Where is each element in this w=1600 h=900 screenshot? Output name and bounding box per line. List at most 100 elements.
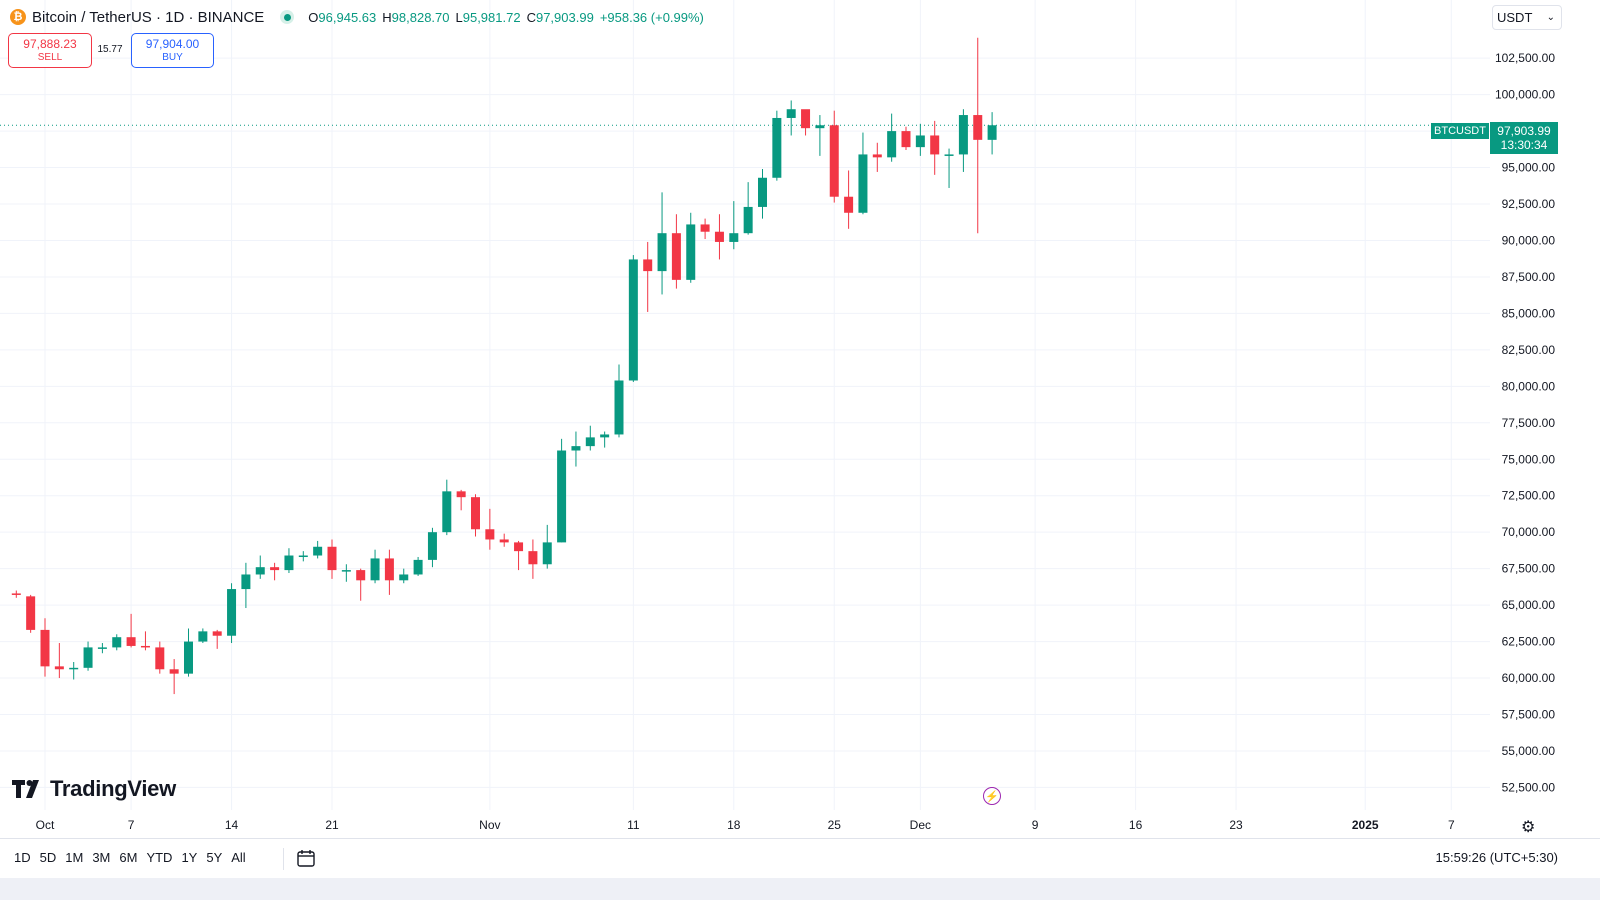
range-button-5y[interactable]: 5Y xyxy=(206,850,223,865)
candle-up[interactable] xyxy=(944,148,954,188)
candle-up[interactable] xyxy=(657,192,667,295)
range-button-all[interactable]: All xyxy=(231,850,246,865)
candle-down[interactable] xyxy=(514,540,524,571)
candle-up[interactable] xyxy=(227,583,237,644)
range-button-1d[interactable]: 1D xyxy=(14,850,31,865)
range-button-1m[interactable]: 1M xyxy=(65,850,84,865)
candle-up[interactable] xyxy=(600,431,610,448)
candle-up[interactable] xyxy=(413,556,423,576)
candle-down[interactable] xyxy=(844,170,854,229)
candle-up[interactable] xyxy=(341,564,351,582)
candle-down[interactable] xyxy=(829,110,839,203)
candle-down[interactable] xyxy=(140,631,150,651)
ohlc-open: O96,945.63 xyxy=(308,9,377,25)
candle-down[interactable] xyxy=(973,37,983,234)
candle-down[interactable] xyxy=(872,142,882,172)
candle-down[interactable] xyxy=(26,594,36,633)
candle-up[interactable] xyxy=(184,628,193,677)
candle-down[interactable] xyxy=(155,641,165,674)
candle-up[interactable] xyxy=(255,555,265,579)
candle-up[interactable] xyxy=(585,425,595,451)
candle-up[interactable] xyxy=(313,540,323,559)
range-button-ytd[interactable]: YTD xyxy=(146,850,173,865)
candle-down[interactable] xyxy=(54,643,64,679)
candle-up[interactable] xyxy=(729,201,739,250)
tradingview-logo[interactable]: TradingView xyxy=(12,776,176,802)
candle-up[interactable] xyxy=(858,132,868,215)
candle-down[interactable] xyxy=(126,613,136,648)
candle-up[interactable] xyxy=(427,527,437,568)
candle-up[interactable] xyxy=(887,113,897,162)
candle-up[interactable] xyxy=(112,634,122,651)
candle-up[interactable] xyxy=(542,524,552,569)
candle-down[interactable] xyxy=(700,218,710,240)
ohlc-change: +958.36 (+0.99%) xyxy=(599,9,704,25)
candle-down[interactable] xyxy=(456,489,466,511)
candle-down[interactable] xyxy=(485,508,495,550)
candle-down[interactable] xyxy=(11,590,21,598)
candle-up[interactable] xyxy=(772,110,782,181)
candle-up[interactable] xyxy=(284,548,294,574)
chart-grid xyxy=(0,0,1490,810)
symbol-title[interactable]: Bitcoin / TetherUS · 1D · BINANCE xyxy=(32,8,265,26)
candle-down[interactable] xyxy=(499,533,509,547)
price-axis: 52,500.00 55,000.00 57,500.00 60,000.00 62,5… xyxy=(1495,51,1555,794)
candle-up[interactable] xyxy=(614,364,624,438)
candle-down[interactable] xyxy=(327,539,337,579)
candle-up[interactable] xyxy=(758,169,767,219)
currency-select[interactable]: USDT ⌄ xyxy=(1492,5,1562,30)
time-tick-label: 2025 xyxy=(1352,818,1379,832)
range-button-1y[interactable]: 1Y xyxy=(181,850,198,865)
candle-up[interactable] xyxy=(743,182,753,235)
candle-down[interactable] xyxy=(471,494,480,537)
candle-body xyxy=(184,641,193,674)
timezone-clock[interactable]: 15:59:26 (UTC+5:30) xyxy=(1435,850,1558,865)
gear-icon[interactable]: ⚙ xyxy=(1521,819,1536,836)
candle-down[interactable] xyxy=(901,126,911,151)
candle-down[interactable] xyxy=(714,214,724,260)
candle-up[interactable] xyxy=(987,112,997,155)
candle-up[interactable] xyxy=(958,109,968,172)
sell-button[interactable]: 97,888.23 SELL xyxy=(8,33,92,68)
candle-body xyxy=(40,629,50,667)
range-button-5d[interactable]: 5D xyxy=(39,850,57,865)
candle-down[interactable] xyxy=(930,120,940,175)
candle-up[interactable] xyxy=(686,212,696,283)
candle-body xyxy=(499,539,509,543)
buy-button[interactable]: 97,904.00 BUY xyxy=(131,33,214,68)
candle-up[interactable] xyxy=(83,641,93,671)
candle-up[interactable] xyxy=(442,479,452,536)
candle-up[interactable] xyxy=(786,100,796,136)
candle-up[interactable] xyxy=(915,123,925,156)
candle-down[interactable] xyxy=(671,214,681,289)
candle-up[interactable] xyxy=(298,551,308,562)
tradingview-logo-icon xyxy=(12,780,39,798)
candle-up[interactable] xyxy=(69,661,79,680)
candle-up[interactable] xyxy=(628,255,638,382)
candle-up[interactable] xyxy=(241,562,251,609)
candle-down[interactable] xyxy=(40,618,50,677)
time-tick-label: 18 xyxy=(727,818,741,832)
candle-down[interactable] xyxy=(643,241,653,312)
candle-down[interactable] xyxy=(169,659,179,695)
candle-down[interactable] xyxy=(801,109,811,136)
candle-down[interactable] xyxy=(212,629,222,649)
range-button-6m[interactable]: 6M xyxy=(119,850,138,865)
candle-up[interactable] xyxy=(97,643,107,654)
range-button-3m[interactable]: 3M xyxy=(92,850,111,865)
candle-up[interactable] xyxy=(370,549,380,584)
candle-up[interactable] xyxy=(815,115,825,156)
candle-body xyxy=(671,233,681,280)
candle-up[interactable] xyxy=(198,628,208,644)
candle-up[interactable] xyxy=(399,568,409,584)
calendar-icon[interactable] xyxy=(296,848,316,873)
candle-down[interactable] xyxy=(528,539,538,579)
lightning-icon[interactable]: ⚡ xyxy=(983,787,1001,805)
candle-up[interactable] xyxy=(557,438,567,543)
candle-up[interactable] xyxy=(571,431,581,467)
candle-down[interactable] xyxy=(384,549,394,595)
time-tick-label: 21 xyxy=(325,818,339,832)
candle-down[interactable] xyxy=(356,568,366,601)
candlestick-chart[interactable]: 52,500.00 55,000.00 57,500.00 60,000.00 62,5… xyxy=(0,0,1600,838)
candle-down[interactable] xyxy=(270,562,280,581)
